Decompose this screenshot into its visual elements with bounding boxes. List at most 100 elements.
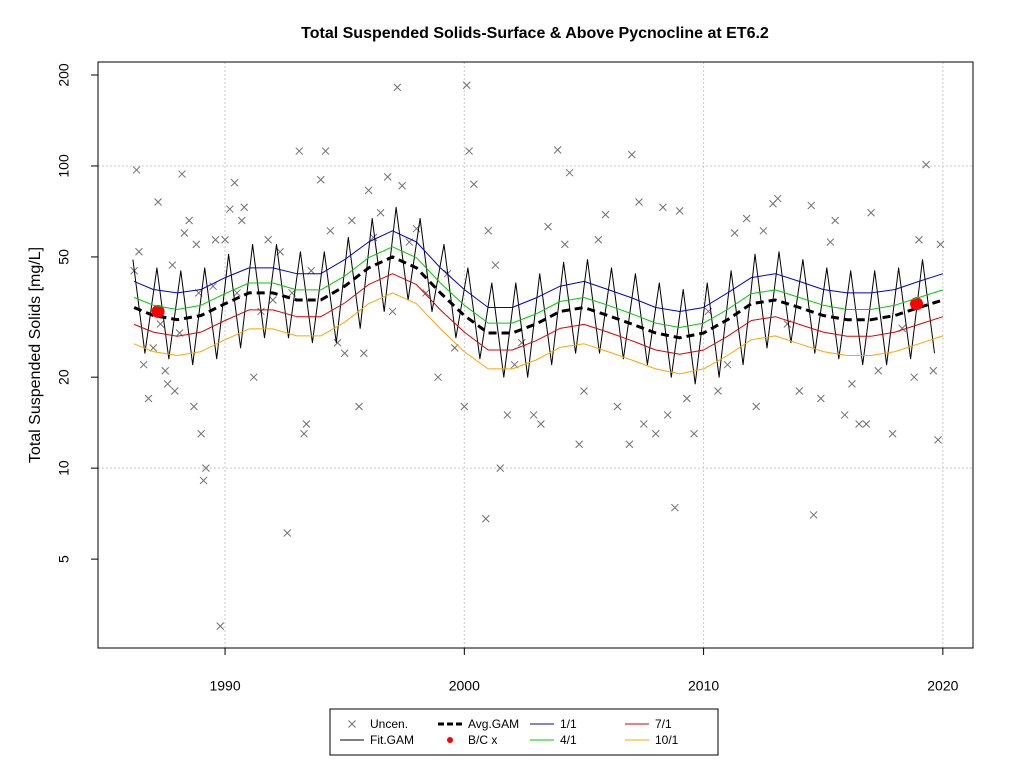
scatter-point bbox=[180, 229, 189, 237]
y-tick-label: 5 bbox=[56, 555, 72, 563]
scatter-point bbox=[295, 147, 304, 155]
scatter-point bbox=[816, 394, 825, 403]
y-tick-label: 100 bbox=[56, 154, 72, 178]
series-line bbox=[133, 255, 944, 340]
scatter-point bbox=[752, 402, 761, 411]
scatter-point bbox=[922, 160, 930, 169]
y-tick-label: 10 bbox=[56, 460, 72, 476]
y-tick-label: 200 bbox=[56, 63, 72, 87]
legend-box bbox=[329, 708, 719, 756]
scatter-point bbox=[199, 476, 208, 485]
scatter-point bbox=[601, 210, 610, 219]
scatter-point bbox=[340, 349, 349, 358]
series-line bbox=[133, 246, 944, 328]
scatter-point bbox=[462, 81, 471, 90]
scatter-point bbox=[269, 296, 277, 304]
scatter-point bbox=[690, 429, 698, 438]
scatter-point bbox=[742, 214, 751, 223]
scatter-point bbox=[348, 216, 356, 225]
scatter-point bbox=[529, 411, 538, 419]
series-line bbox=[133, 273, 944, 355]
scatter-point bbox=[934, 436, 942, 444]
legend-symbol bbox=[348, 720, 356, 728]
scatter-point bbox=[565, 168, 574, 177]
scatter-point bbox=[663, 411, 672, 419]
scatter-point bbox=[393, 83, 402, 92]
scatter-point bbox=[221, 235, 229, 244]
scatter-point bbox=[840, 411, 849, 419]
y-tick-label: 50 bbox=[56, 249, 72, 265]
scatter-point bbox=[809, 511, 818, 519]
scatter-point bbox=[264, 235, 272, 244]
scatter-point bbox=[434, 373, 442, 382]
scatter-point bbox=[326, 226, 335, 235]
scatter-point bbox=[209, 282, 217, 291]
legend-label: Avg.GAM bbox=[468, 717, 519, 731]
scatter-point bbox=[178, 170, 186, 178]
scatter-point bbox=[682, 394, 691, 403]
scatter-point bbox=[496, 464, 505, 472]
scatter-point bbox=[216, 622, 225, 631]
scatter-point bbox=[481, 514, 490, 523]
legend-symbol bbox=[447, 737, 453, 743]
scatter-point bbox=[627, 150, 636, 159]
scatter-point bbox=[625, 440, 634, 449]
scatter-point bbox=[723, 360, 732, 369]
legend-label: B/C x bbox=[468, 733, 497, 747]
scatter-point bbox=[240, 203, 249, 212]
scatter-point bbox=[580, 387, 588, 395]
series-line bbox=[132, 206, 935, 385]
scatter-point bbox=[773, 194, 782, 203]
x-tick-label: 2000 bbox=[449, 678, 480, 694]
scatter-point bbox=[154, 198, 162, 206]
scatter-point bbox=[163, 380, 172, 388]
scatter-point bbox=[225, 205, 234, 213]
scatter-point bbox=[302, 420, 311, 428]
scatter-point bbox=[795, 387, 804, 395]
scatter-point bbox=[197, 429, 205, 438]
scatter-point bbox=[249, 373, 258, 382]
x-tick-label: 1990 bbox=[209, 678, 240, 694]
scatter-point bbox=[915, 235, 923, 244]
scatter-point bbox=[211, 235, 220, 244]
scatter-point bbox=[321, 147, 330, 155]
scatter-point bbox=[388, 307, 397, 316]
scatter-point bbox=[376, 208, 385, 217]
scatter-point bbox=[888, 429, 897, 438]
scatter-point bbox=[355, 402, 363, 411]
scatter-point bbox=[537, 420, 545, 428]
scatter-point bbox=[639, 420, 648, 428]
scatter-point bbox=[230, 178, 239, 187]
legend-label: 1/1 bbox=[560, 717, 577, 731]
scatter-point bbox=[300, 429, 308, 438]
scatter-point bbox=[807, 201, 816, 210]
scatter-point bbox=[333, 338, 342, 347]
scatter-point bbox=[192, 240, 201, 249]
series-line bbox=[133, 292, 944, 375]
x-tick-label: 2020 bbox=[927, 678, 958, 694]
scatter-point bbox=[450, 344, 459, 352]
scatter-point bbox=[465, 147, 473, 155]
scatter-point bbox=[651, 429, 660, 438]
scatter-point bbox=[544, 222, 552, 231]
scatter-point bbox=[202, 464, 210, 472]
scatter-point bbox=[233, 289, 241, 297]
scatter-point bbox=[156, 320, 165, 328]
scatter-point bbox=[470, 180, 478, 189]
scatter-point bbox=[575, 440, 584, 449]
scatter-point bbox=[929, 366, 938, 375]
scatter-point bbox=[553, 146, 562, 154]
scatter-point bbox=[714, 387, 722, 395]
chart-title: Total Suspended Solids-Surface & Above P… bbox=[301, 25, 769, 42]
x-tick-label: 2010 bbox=[688, 678, 719, 694]
scatter-point bbox=[168, 261, 177, 269]
legend-label: Uncen. bbox=[370, 717, 408, 731]
bc-point bbox=[151, 304, 165, 318]
scatter-point bbox=[759, 226, 768, 235]
scatter-point bbox=[659, 203, 667, 212]
scatter-point bbox=[364, 186, 373, 195]
scatter-point bbox=[237, 216, 246, 225]
scatter-point bbox=[936, 240, 945, 249]
scatter-point bbox=[826, 238, 835, 246]
